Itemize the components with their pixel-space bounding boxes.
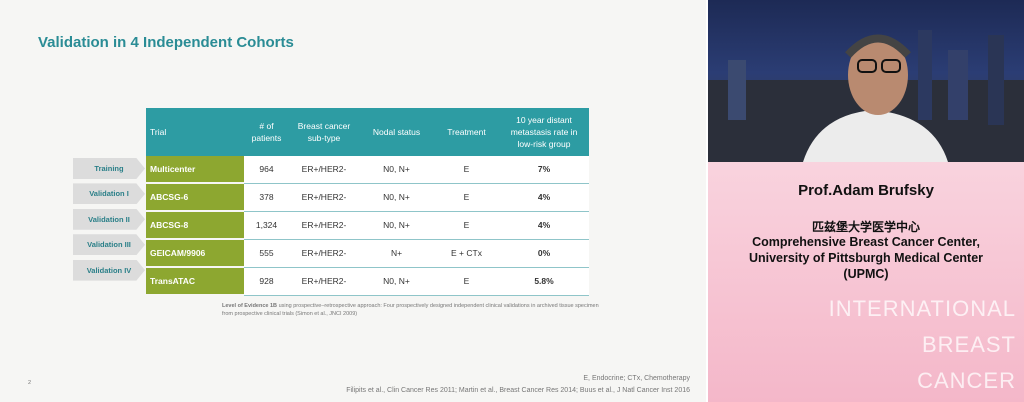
row-label: Validation III [73,234,145,256]
table-cell: N0, N+ [359,183,434,212]
table-cell: N+ [359,239,434,268]
table-cell: 964 [244,156,289,184]
row-label: Validation II [73,208,145,230]
table-cell: 7% [499,156,589,184]
affiliation-line: University of Pittsburgh Medical Center [748,251,984,265]
table-row: Multicenter 964 ER+/HER2- N0, N+ E 7% [146,156,589,184]
table-cell: GEICAM/9906 [146,239,244,268]
references: Filipits et al., Clin Cancer Res 2011; M… [346,387,690,394]
table-row: ABCSG-8 1,324 ER+/HER2- N0, N+ E 4% [146,211,589,240]
table-cell: 555 [244,239,289,268]
table-body: Multicenter 964 ER+/HER2- N0, N+ E 7% ABCSG-6 3… [146,156,589,296]
table-cell: TransATAC [146,267,244,296]
shirt [803,110,948,162]
face [848,35,908,115]
slide: Validation in 4 Independent Cohorts Tria… [0,0,706,402]
table-cell: E [434,267,499,296]
table-row: TransATAC 928 ER+/HER2- N0, N+ E 5.8% [146,267,589,296]
column-header: Breast cancer sub-type [289,108,359,156]
table-cell: ABCSG-6 [146,183,244,212]
table-cell: ER+/HER2- [289,267,359,296]
building [728,60,746,120]
page-number: 2 [28,380,32,386]
table-cell: E [434,211,499,240]
table-cell: 4% [499,211,589,240]
affiliation-line: (UPMC) [843,267,889,281]
table-cell: ER+/HER2- [289,156,359,184]
speaker-video [708,0,1024,162]
column-header: Trial [146,108,244,156]
speaker-pane: Prof.Adam Brufsky 匹兹堡大学医学中心 Comprehensiv… [708,0,1024,402]
table-cell: 4% [499,183,589,212]
column-header: # of patients [244,108,289,156]
affiliation-line: Comprehensive Breast Cancer Center, [752,235,980,249]
header-row: Trial # of patients Breast cancer sub-type… [146,108,589,156]
table-cell: 378 [244,183,289,212]
table-cell: 928 [244,267,289,296]
table-cell: E [434,156,499,184]
glasses [881,59,901,73]
hair [845,34,911,58]
watermark-word: CANCER [917,368,1016,393]
chinese-affiliation: 匹兹堡大学医学中心 [811,220,920,234]
table-cell: Multicenter [146,156,244,184]
table-cell: ER+/HER2- [289,239,359,268]
building [918,30,932,120]
table-cell: N0, N+ [359,267,434,296]
table-cell: N0, N+ [359,156,434,184]
table-cell: E + CTx [434,239,499,268]
row-label: Validation I [73,183,145,205]
abbreviations: E, Endocrine; CTx, Chemotherapy [583,375,690,382]
building [948,50,968,120]
table-row: ABCSG-6 378 ER+/HER2- N0, N+ E 4% [146,183,589,212]
slide-title: Validation in 4 Independent Cohorts [38,34,294,51]
table-cell: N0, N+ [359,211,434,240]
watermark-word: INTERNATIONAL [828,296,1016,321]
table-cell: 0% [499,239,589,268]
footnote-text: using prospective–retrospective approach… [222,303,599,317]
affiliation: Comprehensive Breast Cancer Center, Unive… [708,234,1024,282]
info-panel: Prof.Adam Brufsky 匹兹堡大学医学中心 Comprehensiv… [708,162,1024,402]
table-row: GEICAM/9906 555 ER+/HER2- N+ E + CTx 0% [146,239,589,268]
table-cell: 5.8% [499,267,589,296]
column-header: Nodal status [359,108,434,156]
column-header: Treatment [434,108,499,156]
table-cell: E [434,183,499,212]
table-cell: ER+/HER2- [289,211,359,240]
table-cell: ER+/HER2- [289,183,359,212]
column-header: 10 year distant metastasis rate in low-r… [499,108,589,156]
cohort-table: Trial # of patients Breast cancer sub-type… [146,108,589,296]
row-label: Training [73,158,145,179]
footnote-bold: Level of Evidence 1B [222,303,278,309]
row-label: Validation IV [73,259,145,281]
table-cell: 1,324 [244,211,289,240]
building [988,35,1004,125]
watermark-word: BREAST [921,332,1016,357]
glasses [857,59,877,73]
speaker-name: Prof.Adam Brufsky [798,182,934,199]
table-cell: ABCSG-8 [146,211,244,240]
footnote: Level of Evidence 1B using prospective–r… [222,302,602,318]
video-scene [708,30,1024,162]
